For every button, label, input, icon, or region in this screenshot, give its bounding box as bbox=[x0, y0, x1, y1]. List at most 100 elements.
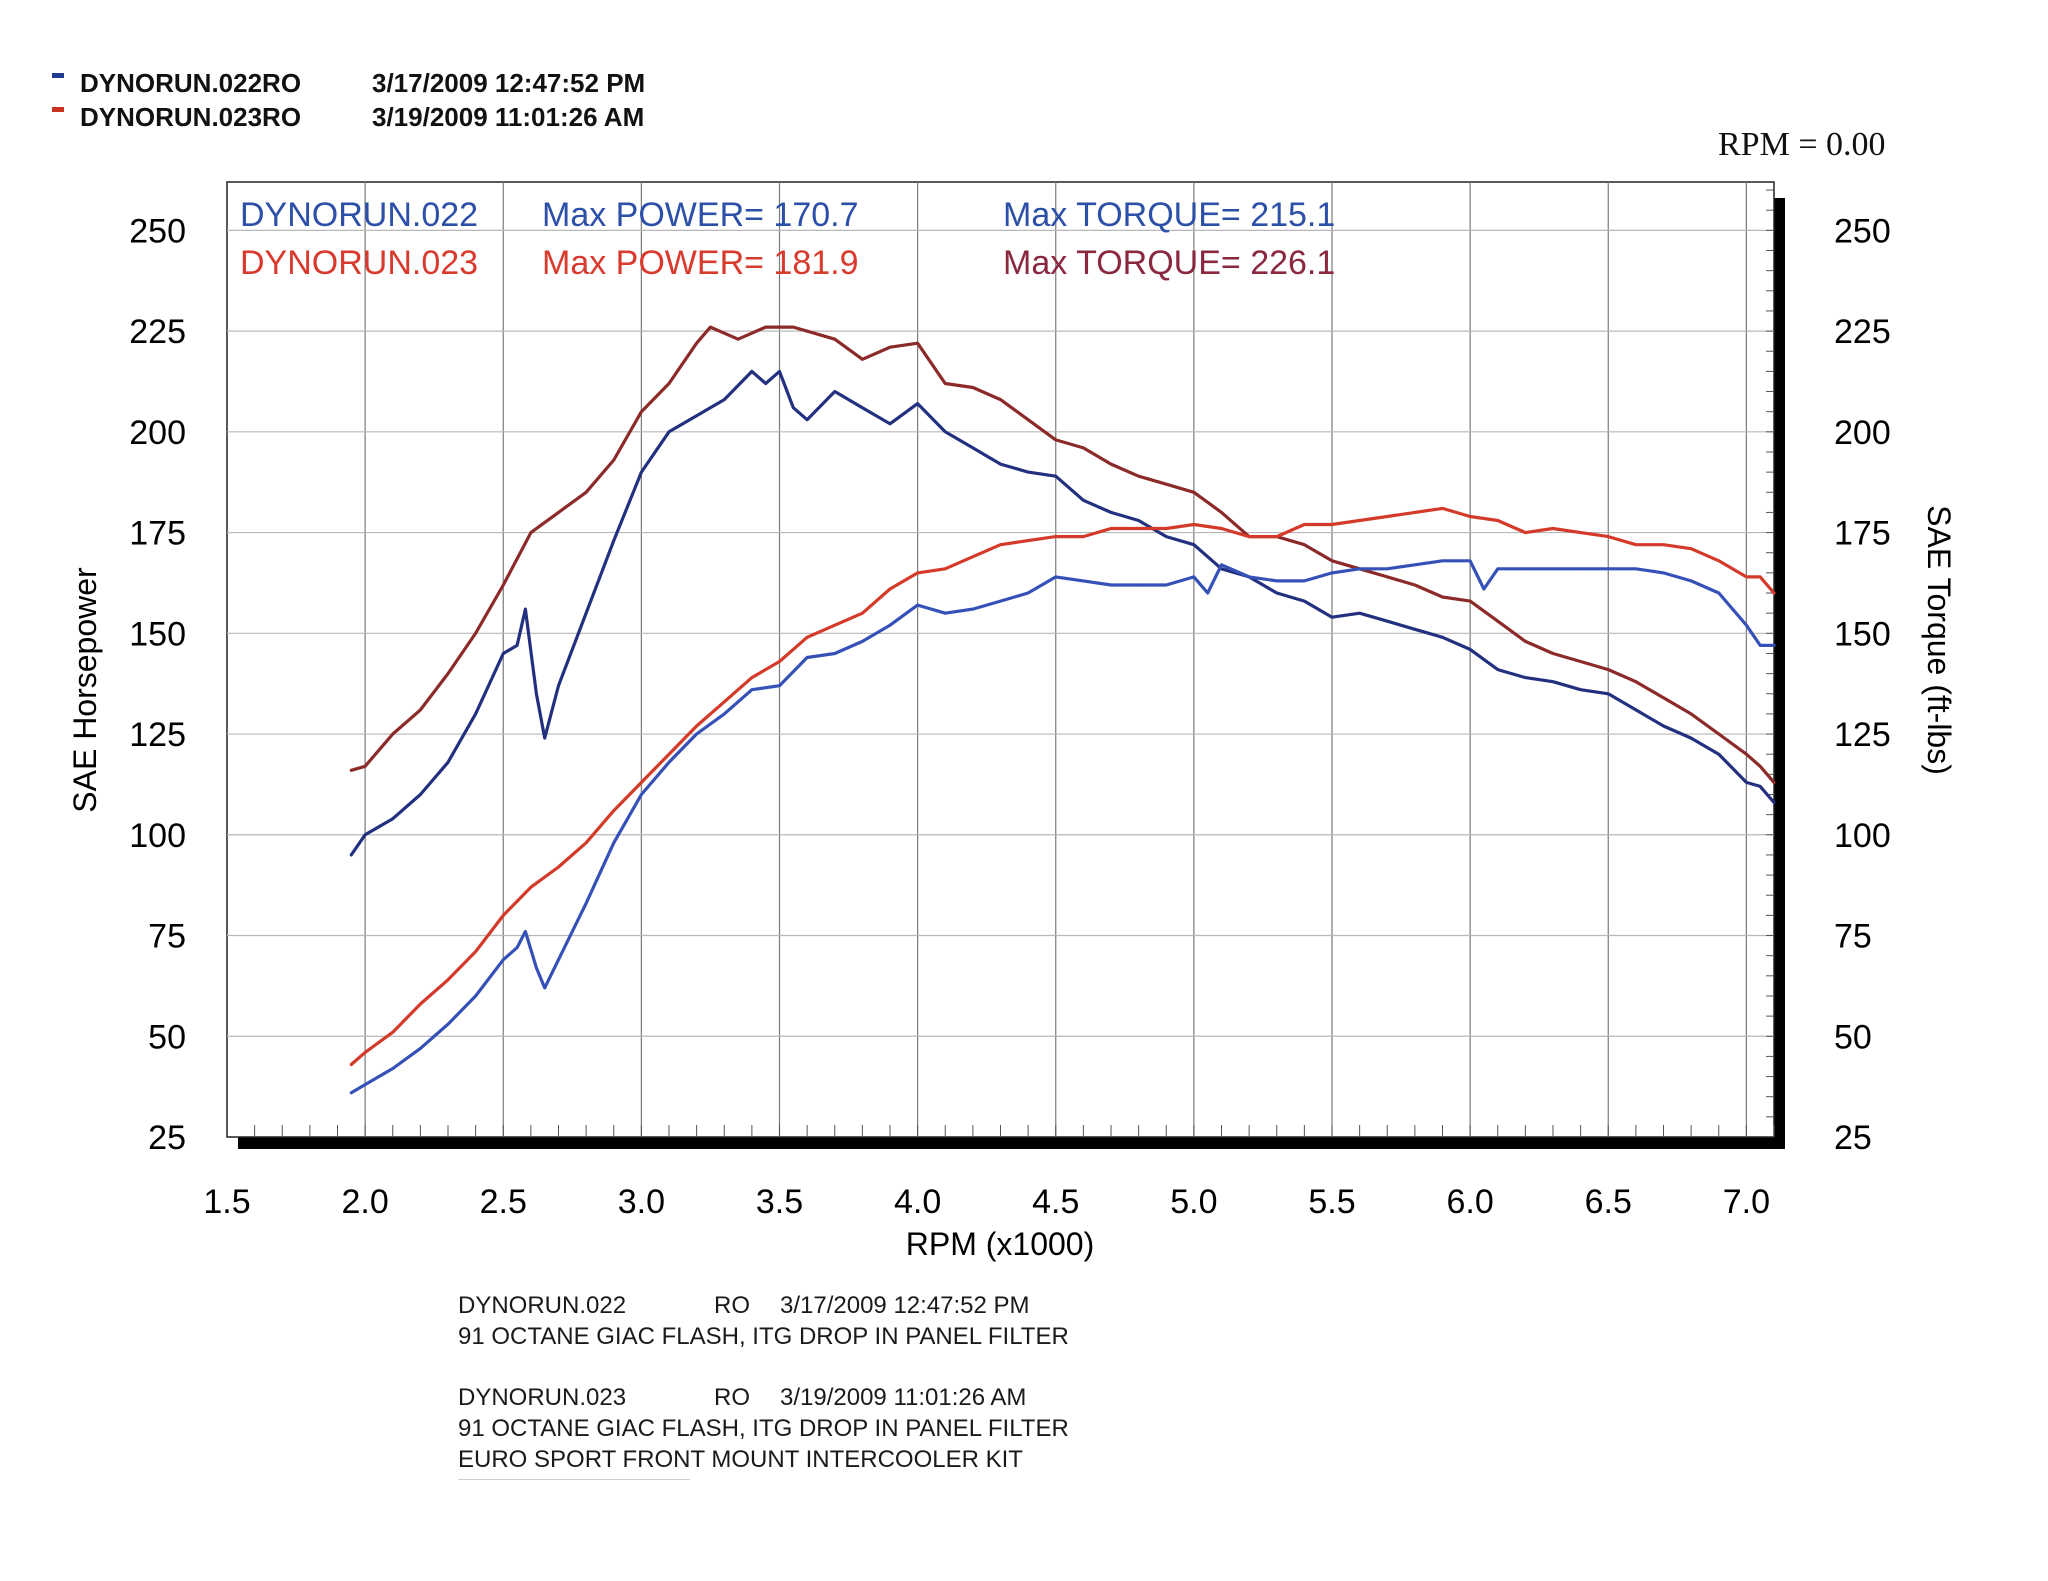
data-point bbox=[516, 946, 518, 949]
y-left-tick-label: 25 bbox=[148, 1119, 186, 1157]
data-point bbox=[392, 733, 394, 735]
data-point bbox=[723, 713, 726, 715]
data-point bbox=[1469, 648, 1471, 651]
legend-run-023-label: DYNORUN.023RO bbox=[80, 102, 302, 132]
data-point bbox=[1110, 511, 1112, 514]
data-point bbox=[1358, 568, 1361, 570]
data-point bbox=[1773, 644, 1775, 647]
data-point bbox=[806, 636, 808, 639]
y-right-tick-label: 250 bbox=[1834, 212, 1891, 250]
data-point bbox=[944, 612, 946, 614]
data-point bbox=[557, 958, 560, 961]
y-axis-left-label: SAE Horsepower bbox=[67, 567, 103, 813]
data-point bbox=[1469, 560, 1471, 562]
data-point bbox=[1759, 785, 1761, 788]
data-point bbox=[585, 902, 587, 905]
annotations: DYNORUN.022 Max POWER= 170.7 Max TORQUE= 2… bbox=[240, 196, 1335, 282]
data-point bbox=[1579, 568, 1582, 570]
data-point bbox=[834, 652, 836, 655]
data-point bbox=[1690, 580, 1692, 582]
note-run-023-name: DYNORUN.023 bbox=[458, 1384, 627, 1411]
y-axis-left: 25 50 75 100 125 150 175 200 225 250 bbox=[129, 212, 186, 1157]
data-point bbox=[944, 568, 946, 570]
data-point bbox=[474, 713, 477, 715]
data-point bbox=[999, 543, 1002, 546]
data-point bbox=[806, 418, 808, 421]
x-tick-label: 6.5 bbox=[1585, 1183, 1632, 1221]
data-point bbox=[668, 382, 670, 385]
data-point bbox=[1524, 568, 1527, 570]
data-point bbox=[1773, 781, 1775, 784]
data-point bbox=[1082, 499, 1085, 502]
data-point bbox=[1690, 737, 1692, 739]
note-run-023-code: RO bbox=[714, 1384, 750, 1411]
data-point bbox=[1193, 543, 1195, 546]
data-point bbox=[392, 1031, 394, 1033]
data-point bbox=[1303, 580, 1306, 582]
x-tick-label: 1.5 bbox=[203, 1183, 250, 1221]
data-point bbox=[557, 511, 560, 514]
y-right-tick-label: 100 bbox=[1834, 817, 1891, 855]
data-point bbox=[1303, 543, 1306, 546]
data-point bbox=[1441, 507, 1444, 510]
data-point bbox=[1165, 483, 1168, 486]
minor-ticks bbox=[254, 189, 1775, 1137]
data-point bbox=[1552, 527, 1554, 530]
y-left-tick-label: 150 bbox=[129, 615, 186, 653]
data-point bbox=[889, 588, 891, 590]
data-point bbox=[723, 398, 726, 401]
data-point bbox=[1745, 781, 1748, 784]
data-point bbox=[535, 967, 538, 969]
data-point bbox=[1718, 733, 1720, 735]
data-point bbox=[1690, 547, 1692, 550]
data-point bbox=[392, 817, 394, 820]
x-tick-label: 4.5 bbox=[1032, 1183, 1079, 1221]
note-run-022-code: RO bbox=[714, 1292, 750, 1319]
data-point bbox=[640, 781, 643, 784]
data-point bbox=[447, 672, 449, 675]
y-right-tick-label: 225 bbox=[1834, 313, 1891, 351]
x-tick-label: 5.5 bbox=[1308, 1183, 1355, 1221]
data-point bbox=[364, 834, 366, 836]
note-run-023: DYNORUN.023 RO 3/19/2009 11:01:26 AM 91 OC… bbox=[458, 1382, 1069, 1480]
data-point bbox=[916, 572, 919, 574]
data-point bbox=[1303, 523, 1306, 526]
data-point bbox=[792, 406, 795, 409]
data-point bbox=[778, 684, 781, 687]
data-point bbox=[1220, 527, 1223, 530]
data-point bbox=[695, 725, 698, 727]
data-point bbox=[751, 370, 753, 373]
legend-run-022-datetime: 3/17/2009 12:47:52 PM bbox=[372, 68, 646, 98]
data-point bbox=[1414, 584, 1416, 586]
data-point bbox=[1469, 600, 1471, 602]
data-point bbox=[1745, 753, 1748, 755]
data-point bbox=[543, 737, 546, 739]
data-point bbox=[1055, 576, 1057, 578]
annotation-max-torque: Max TORQUE= 215.1 bbox=[1003, 196, 1335, 234]
data-point bbox=[1386, 620, 1389, 622]
data-point bbox=[1552, 652, 1554, 655]
data-point bbox=[535, 693, 538, 695]
annotation-max-power: Max POWER= 181.9 bbox=[542, 244, 859, 282]
series-torque-dynorun-023 bbox=[349, 325, 1776, 784]
data-point bbox=[1055, 439, 1057, 441]
note-run-023-header: DYNORUN.023 RO 3/19/2009 11:01:26 AM bbox=[458, 1382, 1069, 1413]
data-point bbox=[778, 370, 781, 373]
note-run-022-datetime: 3/17/2009 12:47:52 PM bbox=[780, 1292, 1030, 1319]
data-point bbox=[1137, 584, 1140, 586]
data-point bbox=[1524, 676, 1527, 679]
annotation-max-power: Max POWER= 170.7 bbox=[542, 196, 859, 234]
y-left-tick-label: 50 bbox=[148, 1018, 186, 1056]
legend-run-023: DYNORUN.023RO 3/19/2009 11:01:26 AM bbox=[52, 100, 645, 134]
data-point bbox=[419, 1003, 422, 1005]
data-point bbox=[1441, 560, 1444, 562]
y-left-tick-label: 225 bbox=[129, 313, 186, 351]
data-point bbox=[792, 326, 795, 328]
y-right-tick-label: 125 bbox=[1834, 716, 1891, 754]
data-point bbox=[1524, 640, 1527, 643]
x-tick-label: 2.5 bbox=[480, 1183, 527, 1221]
data-point bbox=[668, 753, 670, 755]
data-point bbox=[419, 1047, 422, 1050]
data-point bbox=[861, 640, 864, 643]
data-point bbox=[1414, 628, 1416, 631]
